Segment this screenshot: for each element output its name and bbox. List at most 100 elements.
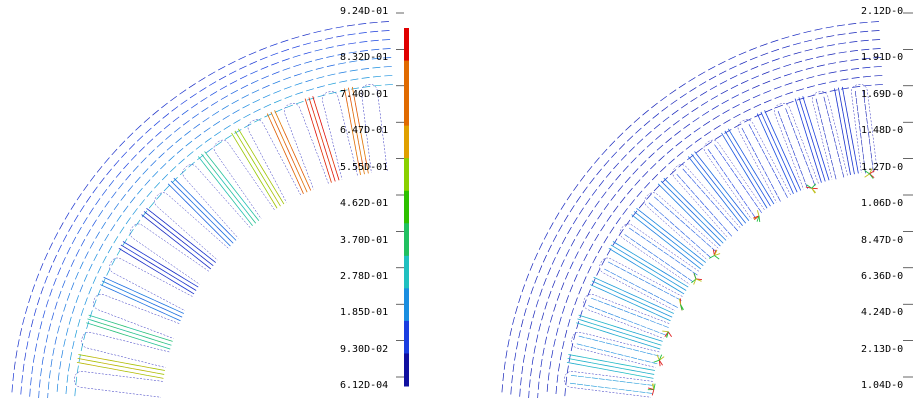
flux-vector <box>797 140 801 147</box>
flux-vector <box>783 73 792 77</box>
flux-vector <box>691 107 699 113</box>
flux-vector <box>785 108 788 115</box>
flux-vector <box>575 195 582 203</box>
flux-vector <box>626 347 633 350</box>
flux-vector <box>584 376 591 379</box>
flux-vector <box>575 359 584 362</box>
flux-vector <box>57 244 62 253</box>
flux-vector <box>248 207 255 215</box>
flux-vector <box>573 332 577 340</box>
flux-vector <box>272 80 281 85</box>
flux-vector <box>351 127 354 136</box>
flux-vector <box>213 217 220 224</box>
flux-vector <box>318 127 322 136</box>
flux-vector <box>674 130 681 136</box>
flux-vector <box>640 257 648 263</box>
flux-vector <box>350 87 359 90</box>
flux-vector <box>262 84 270 89</box>
flux-vector <box>837 33 846 36</box>
flux-vector <box>45 334 49 343</box>
flux-vector <box>141 331 150 335</box>
flux-vector <box>359 150 362 159</box>
flux-vector <box>692 117 700 123</box>
flux-vector <box>510 386 512 395</box>
flux-vector <box>561 236 567 245</box>
flux-vector <box>320 135 324 144</box>
flux-vector <box>743 108 751 113</box>
flux-vector <box>351 86 355 95</box>
flux-vector <box>620 268 626 272</box>
flux-vector <box>718 70 727 75</box>
flux-vector <box>149 333 158 338</box>
flux-vector <box>680 242 688 249</box>
flux-vector <box>529 263 534 271</box>
flux-vector <box>812 143 817 152</box>
flux-vector <box>802 176 806 183</box>
flux-vector <box>101 221 107 229</box>
flux-vector <box>669 89 677 95</box>
stator-slot <box>571 332 660 368</box>
flux-vector <box>707 148 712 155</box>
left-colorbar-label-8: 1.85D-01 <box>340 307 389 318</box>
flux-vector <box>722 200 729 208</box>
flux-vector <box>606 365 615 368</box>
flux-vector <box>680 194 687 202</box>
flux-vector <box>267 185 273 193</box>
flux-vector <box>605 379 612 381</box>
flux-vector <box>104 157 110 164</box>
flux-vector <box>44 275 48 284</box>
flux-vector <box>86 321 90 329</box>
flux-vector <box>104 200 110 208</box>
flux-vector <box>864 173 870 178</box>
flux-vector <box>160 306 168 311</box>
flux-vector <box>314 103 318 112</box>
flux-vector <box>92 276 97 284</box>
flux-vector <box>261 75 269 80</box>
flux-vector <box>68 224 73 232</box>
flux-vector <box>628 297 636 302</box>
flux-vector <box>161 269 169 275</box>
flux-vector <box>585 337 592 340</box>
flux-vector <box>640 160 647 167</box>
flux-vector <box>88 207 94 215</box>
flux-vector <box>562 340 565 349</box>
flux-vector <box>138 297 146 302</box>
flux-vector <box>650 306 658 311</box>
flux-vector <box>358 142 361 151</box>
flux-vector <box>811 126 816 135</box>
flux-vector <box>198 208 206 216</box>
flux-vector <box>520 319 524 328</box>
flux-vector <box>234 130 240 138</box>
flux-vector <box>739 60 748 65</box>
flux-vector <box>689 87 697 92</box>
flux-vector <box>867 124 869 131</box>
flux-vector <box>344 88 347 97</box>
flux-vector <box>838 87 841 96</box>
flux-vector <box>185 248 193 255</box>
flux-vector <box>671 109 679 116</box>
stator-slot <box>284 103 329 190</box>
flux-vector <box>538 265 543 273</box>
flux-vector <box>598 378 605 380</box>
flux-vector <box>629 339 638 343</box>
flux-vector <box>842 171 845 178</box>
colorbar-segment <box>404 93 409 127</box>
flux-vector <box>141 256 149 262</box>
flux-vector <box>566 193 572 201</box>
stator-slot <box>703 139 765 220</box>
flux-vector <box>588 243 594 251</box>
flux-vector <box>841 127 844 136</box>
flux-vector <box>128 143 136 150</box>
flux-vector <box>190 103 198 109</box>
flux-vector <box>630 238 636 243</box>
flux-vector <box>329 149 333 158</box>
flux-vector <box>233 119 241 124</box>
flux-vector <box>809 119 813 127</box>
flux-vector <box>327 73 336 77</box>
flux-vector <box>618 388 625 391</box>
flux-vector <box>797 163 801 170</box>
flux-vector <box>588 209 594 217</box>
flux-vector <box>642 268 651 274</box>
flux-vector <box>763 99 772 104</box>
flux-vector <box>741 89 750 94</box>
